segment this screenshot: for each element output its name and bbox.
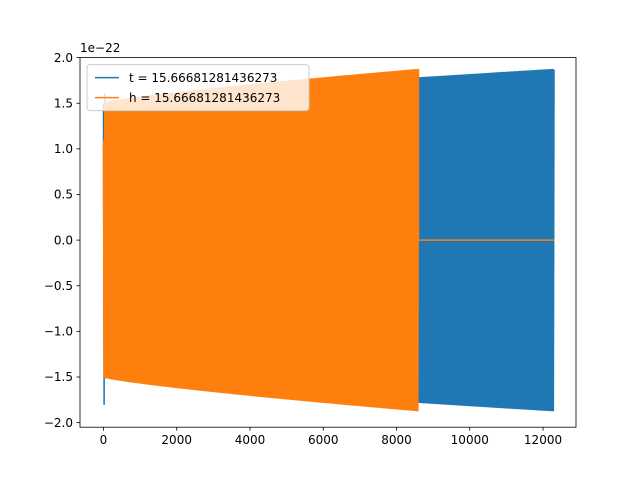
x-tick-label: 6000 <box>308 433 339 447</box>
y-tick-label: −0.5 <box>44 279 73 293</box>
y-tick-label: 1.5 <box>54 96 73 110</box>
x-tick-label: 12000 <box>524 433 562 447</box>
legend-label: h = 15.66681281436273 <box>129 91 280 105</box>
y-offset-text: 1e−22 <box>80 41 120 55</box>
x-tick-label: 8000 <box>381 433 412 447</box>
legend-label: t = 15.66681281436273 <box>129 71 277 85</box>
plot-area <box>102 68 555 412</box>
series-line-h <box>102 68 555 412</box>
x-tick-label: 4000 <box>235 433 266 447</box>
x-tick-label: 2000 <box>161 433 192 447</box>
y-tick-label: 0.5 <box>54 188 73 202</box>
y-axis: −2.0 −1.5 −1.0 −0.5 0.0 0.5 1.0 1.5 2.0 <box>44 51 80 430</box>
x-axis: 0 2000 4000 6000 8000 10000 12000 <box>100 427 562 447</box>
y-tick-label: −2.0 <box>44 416 73 430</box>
y-tick-label: 2.0 <box>54 51 73 65</box>
y-tick-label: −1.0 <box>44 325 73 339</box>
y-tick-label: −1.5 <box>44 370 73 384</box>
x-tick-label: 10000 <box>451 433 489 447</box>
axes-frame <box>79 57 577 428</box>
y-tick-label: 1.0 <box>54 142 73 156</box>
y-tick-label: 0.0 <box>54 233 73 247</box>
legend: t = 15.66681281436273 h = 15.666812814362… <box>86 64 310 112</box>
x-tick-label: 0 <box>100 433 108 447</box>
legend-box <box>86 64 310 112</box>
